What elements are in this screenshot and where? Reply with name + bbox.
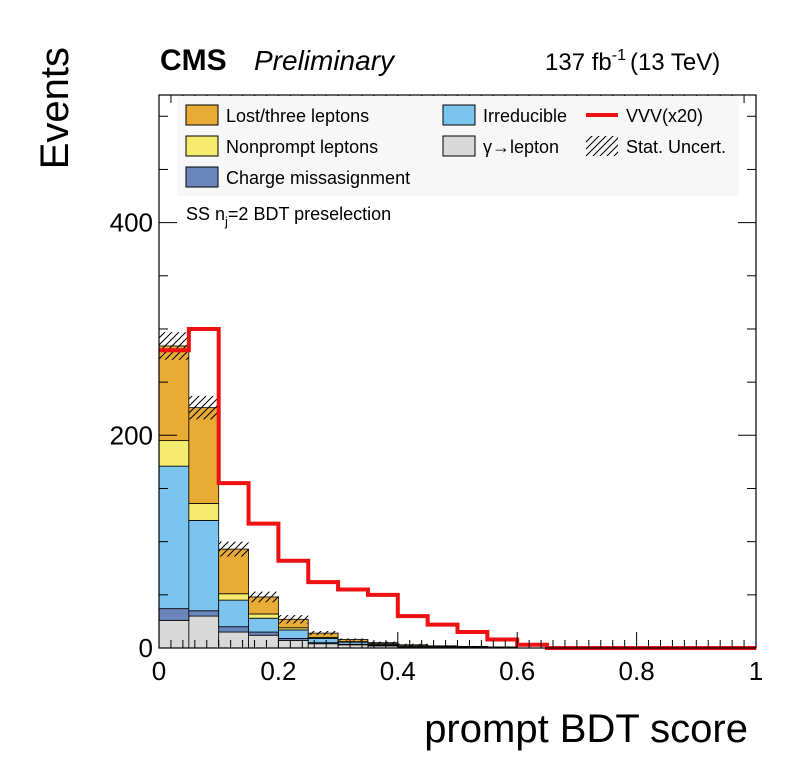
uncert-1 [188, 395, 219, 420]
legend-swatch [586, 136, 618, 156]
uncert-4 [278, 615, 309, 624]
plot-area: 0 0.2 0.4 0.6 0.8 1 0 200 400 [110, 94, 763, 686]
selection-label: SS nj=2 BDT preselection [186, 204, 391, 229]
bar-2-3 [248, 617, 279, 633]
legend-entry-4: γ→lepton [442, 135, 559, 157]
legend-label: γ→lepton [483, 137, 559, 157]
bar-2-0 [158, 465, 190, 610]
bar-1-2 [218, 626, 249, 633]
legend-entry-5: Stat. Uncert. [586, 136, 726, 157]
x-tick-label: 0.4 [380, 656, 416, 686]
legend: Lost/three leptons Irreducible VVV(x20) Non… [177, 96, 739, 196]
legend-swatch [442, 104, 476, 126]
bar-3-2 [218, 593, 249, 601]
bar-3-1 [188, 502, 220, 521]
legend-entry-6: Charge missasignment [185, 166, 410, 188]
bar-0-5 [307, 643, 339, 649]
legend-label: Stat. Uncert. [626, 137, 726, 157]
uncert-10 [457, 645, 488, 647]
legend-entry-0: Lost/three leptons [185, 104, 369, 126]
bar-4-1 [188, 407, 220, 504]
bar-2-4 [277, 629, 309, 639]
y-axis-title: Events [33, 47, 77, 169]
y-tick-label: 200 [110, 420, 153, 450]
bar-1-0 [158, 608, 190, 621]
legend-swatch [185, 104, 219, 126]
legend-swatch [185, 135, 219, 157]
bar-1-3 [248, 631, 279, 636]
uncert-7 [367, 641, 398, 644]
lumi-label: 137 fb-1 (13 TeV) [545, 47, 720, 76]
legend-swatch [442, 135, 476, 157]
bar-2-2 [218, 599, 249, 628]
bar-0-2 [218, 631, 249, 649]
bar-2-1 [188, 519, 220, 612]
x-tick-label: 1 [749, 656, 763, 686]
bar-2-5 [307, 638, 339, 644]
bar-0-4 [277, 640, 309, 649]
uncert-8 [397, 643, 428, 646]
x-tick-label: 0 [152, 656, 166, 686]
status-label: Preliminary [254, 45, 396, 76]
uncert-11 [487, 646, 518, 648]
legend-entry-2: VVV(x20) [586, 106, 703, 126]
uncert-5 [308, 630, 339, 636]
x-tick-label: 0.8 [619, 656, 655, 686]
bar-1-1 [188, 610, 220, 617]
legend-label: VVV(x20) [626, 106, 703, 126]
bar-3-3 [248, 613, 279, 619]
y-tick-label: 400 [110, 208, 153, 238]
legend-label: Charge missasignment [226, 168, 410, 188]
uncertainty-band [159, 332, 518, 648]
experiment-label: CMS [160, 44, 227, 77]
uncert-0 [159, 332, 189, 360]
bar-4-0 [158, 345, 190, 442]
bar-0-0 [158, 619, 190, 649]
legend-label: Irreducible [483, 106, 567, 126]
legend-swatch [185, 166, 219, 188]
legend-entry-3: Nonprompt leptons [185, 135, 378, 157]
uncert-2 [218, 541, 249, 557]
uncert-3 [248, 591, 279, 603]
legend-entry-1: Irreducible [442, 104, 567, 126]
series-4 [158, 345, 518, 648]
legend-label: Lost/three leptons [226, 106, 369, 126]
uncert-9 [427, 645, 458, 647]
uncert-6 [338, 638, 368, 641]
y-tick-label: 0 [139, 633, 153, 663]
legend-label: Nonprompt leptons [226, 137, 378, 157]
x-tick-label: 0.6 [499, 656, 535, 686]
x-axis-title: prompt BDT score [424, 707, 748, 751]
bar-3-0 [158, 440, 190, 467]
bar-0-3 [248, 634, 279, 649]
x-tick-label: 0.2 [260, 656, 296, 686]
series-2 [158, 465, 488, 648]
bar-0-1 [188, 615, 220, 649]
